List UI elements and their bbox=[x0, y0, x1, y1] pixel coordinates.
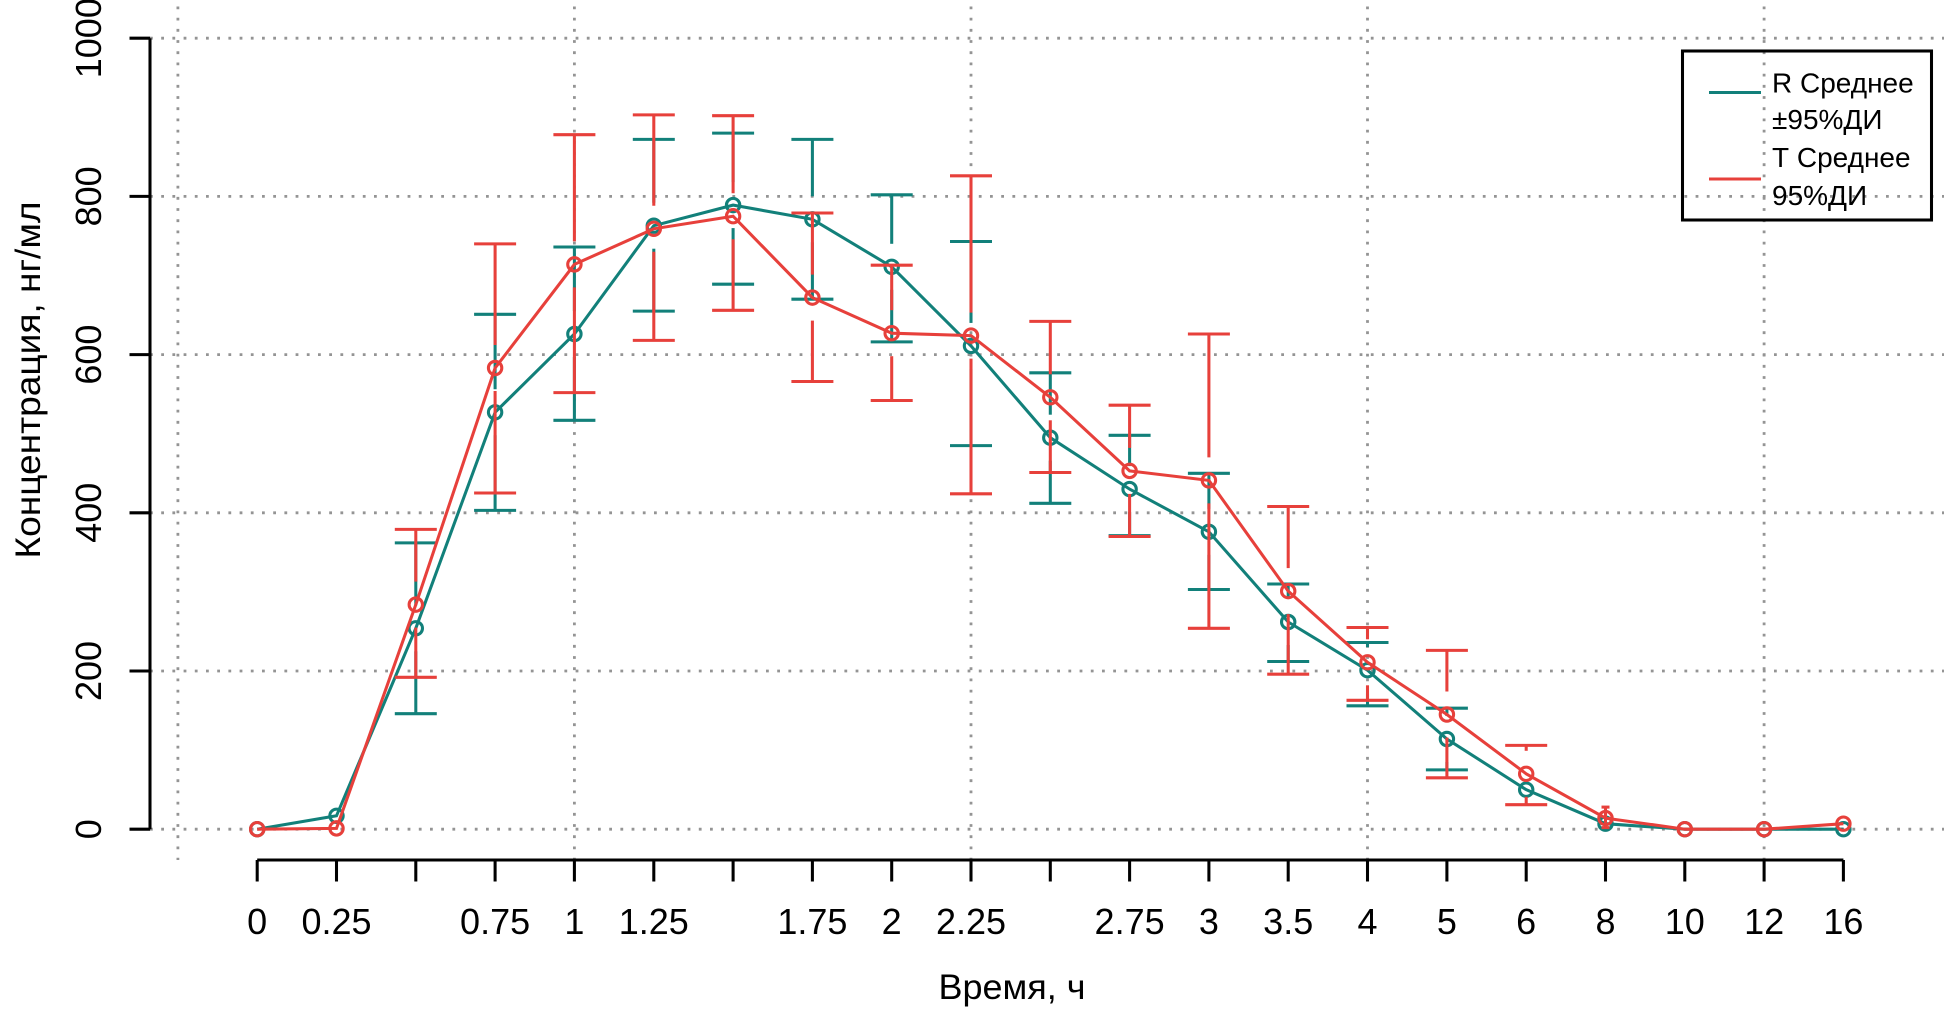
svg-text:6: 6 bbox=[1516, 901, 1536, 942]
svg-text:95%ДИ: 95%ДИ bbox=[1772, 180, 1867, 211]
svg-text:0: 0 bbox=[68, 819, 109, 839]
svg-text:0: 0 bbox=[247, 901, 267, 942]
svg-text:600: 600 bbox=[68, 325, 109, 385]
svg-text:12: 12 bbox=[1744, 901, 1784, 942]
svg-text:2.75: 2.75 bbox=[1095, 901, 1165, 942]
svg-text:10: 10 bbox=[1665, 901, 1705, 942]
svg-text:3: 3 bbox=[1199, 901, 1219, 942]
svg-text:2.25: 2.25 bbox=[936, 901, 1006, 942]
svg-text:1000: 1000 bbox=[68, 0, 109, 78]
svg-text:200: 200 bbox=[68, 641, 109, 701]
svg-text:Т Среднее: Т Среднее bbox=[1772, 142, 1911, 173]
svg-text:0.25: 0.25 bbox=[301, 901, 371, 942]
svg-text:2: 2 bbox=[882, 901, 902, 942]
svg-text:400: 400 bbox=[68, 483, 109, 543]
svg-text:5: 5 bbox=[1437, 901, 1457, 942]
svg-text:3.5: 3.5 bbox=[1263, 901, 1313, 942]
svg-text:0.75: 0.75 bbox=[460, 901, 530, 942]
svg-text:1.75: 1.75 bbox=[777, 901, 847, 942]
svg-text:Время, ч: Время, ч bbox=[939, 968, 1086, 1007]
svg-text:±95%ДИ: ±95%ДИ bbox=[1772, 104, 1883, 135]
svg-text:Концентрация, нг/мл: Концентрация, нг/мл bbox=[9, 202, 48, 559]
svg-text:1.25: 1.25 bbox=[619, 901, 689, 942]
svg-text:800: 800 bbox=[68, 166, 109, 226]
svg-text:16: 16 bbox=[1823, 901, 1863, 942]
svg-text:4: 4 bbox=[1357, 901, 1377, 942]
svg-text:1: 1 bbox=[564, 901, 584, 942]
svg-text:8: 8 bbox=[1595, 901, 1615, 942]
svg-text:R Среднее: R Среднее bbox=[1772, 68, 1914, 99]
